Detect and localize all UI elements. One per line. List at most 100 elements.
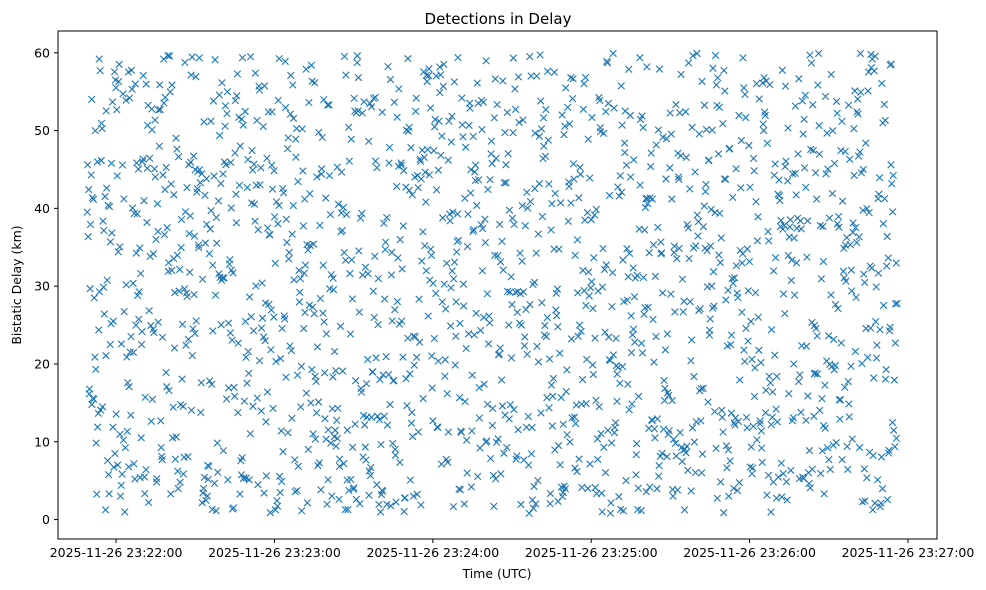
data-point-marker: [240, 474, 248, 482]
data-points: [83, 49, 901, 518]
data-point-marker: [347, 256, 356, 264]
data-point-marker: [734, 417, 743, 426]
data-point-marker: [852, 293, 860, 301]
data-point-marker: [675, 244, 683, 253]
data-point-marker: [636, 181, 644, 189]
data-point-marker: [618, 362, 627, 371]
data-point-marker: [442, 259, 451, 267]
data-point-marker: [604, 426, 612, 435]
x-tick-label: 2025-11-26 23:25:00: [525, 545, 658, 560]
data-point-marker: [107, 159, 116, 167]
data-point-marker: [855, 443, 864, 452]
data-point-marker: [652, 141, 660, 149]
data-point-marker: [489, 471, 498, 480]
data-point-marker: [591, 334, 599, 342]
data-point-marker: [380, 412, 389, 420]
data-point-marker: [648, 195, 657, 203]
data-point-marker: [212, 507, 220, 515]
data-point-marker: [301, 261, 310, 269]
data-point-marker: [874, 269, 883, 277]
data-point-marker: [721, 87, 729, 95]
data-point-marker: [837, 146, 845, 155]
data-point-marker: [367, 463, 375, 472]
data-point-marker: [545, 404, 553, 412]
data-point-marker: [714, 150, 723, 158]
data-point-marker: [452, 248, 461, 256]
data-point-marker: [113, 172, 121, 180]
data-point-marker: [392, 182, 401, 191]
data-point-marker: [168, 266, 176, 275]
data-point-marker: [449, 275, 458, 283]
data-point-marker: [390, 376, 398, 384]
data-point-marker: [221, 102, 230, 110]
data-point-marker: [243, 379, 251, 387]
data-point-marker: [824, 165, 832, 173]
x-axis-label: Time (UTC): [461, 566, 531, 581]
data-point-marker: [488, 421, 497, 430]
data-point-marker: [464, 210, 472, 218]
data-point-marker: [616, 379, 624, 387]
data-point-marker: [541, 152, 550, 161]
data-point-marker: [144, 498, 153, 507]
data-point-marker: [513, 308, 521, 317]
data-point-marker: [356, 500, 364, 508]
data-point-marker: [445, 117, 453, 125]
data-point-marker: [785, 389, 793, 398]
data-point-marker: [781, 82, 790, 90]
data-point-marker: [257, 407, 265, 415]
data-point-marker: [205, 462, 213, 471]
data-point-marker: [490, 114, 499, 122]
data-point-marker: [157, 417, 165, 425]
data-point-marker: [167, 180, 175, 188]
data-point-marker: [747, 443, 755, 451]
data-point-marker: [883, 495, 892, 504]
data-point-marker: [584, 268, 593, 276]
data-point-marker: [787, 276, 795, 285]
data-point-marker: [190, 232, 199, 240]
data-point-marker: [535, 179, 543, 188]
data-point-marker: [722, 296, 730, 304]
data-point-marker: [171, 455, 180, 463]
data-point-marker: [887, 161, 895, 169]
data-point-marker: [251, 69, 260, 77]
data-point-marker: [741, 357, 749, 366]
data-point-marker: [113, 106, 121, 114]
data-point-marker: [771, 253, 780, 262]
data-point-marker: [87, 171, 95, 179]
data-point-marker: [677, 70, 685, 79]
data-point-marker: [418, 257, 426, 265]
data-point-marker: [505, 415, 513, 423]
data-point-marker: [695, 130, 703, 138]
data-point-marker: [466, 189, 475, 197]
data-point-marker: [318, 133, 327, 142]
data-point-marker: [677, 151, 685, 160]
data-point-marker: [396, 235, 404, 244]
data-point-marker: [272, 357, 280, 366]
data-point-marker: [844, 377, 852, 386]
data-point-marker: [786, 216, 795, 224]
data-point-marker: [332, 416, 341, 425]
data-point-marker: [159, 171, 167, 179]
data-point-marker: [729, 484, 738, 493]
data-point-marker: [122, 281, 130, 289]
data-point-marker: [184, 335, 193, 343]
data-point-marker: [794, 150, 802, 158]
data-point-marker: [222, 160, 230, 169]
data-point-marker: [422, 71, 431, 79]
data-point-marker: [470, 331, 478, 339]
data-point-marker: [227, 158, 235, 167]
data-point-marker: [667, 130, 675, 138]
data-point-marker: [854, 152, 863, 160]
data-point-marker: [607, 439, 616, 447]
data-point-marker: [93, 423, 102, 431]
data-point-marker: [787, 466, 795, 475]
data-point-marker: [671, 308, 679, 316]
data-point-marker: [845, 400, 853, 408]
data-point-marker: [266, 508, 274, 517]
data-point-marker: [756, 420, 764, 428]
data-point-marker: [150, 328, 158, 337]
data-point-marker: [340, 52, 349, 61]
data-point-marker: [613, 370, 621, 378]
data-point-marker: [141, 489, 149, 498]
data-point-marker: [483, 290, 491, 298]
